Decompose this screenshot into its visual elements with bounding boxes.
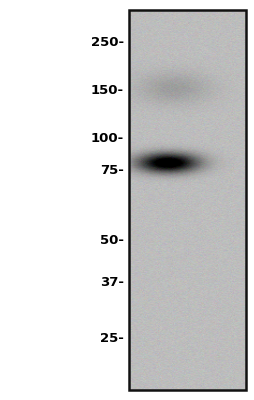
Bar	[128, 10, 245, 390]
Text: 250-: 250-	[90, 36, 123, 48]
Text: 25-: 25-	[99, 332, 123, 344]
Text: 37-: 37-	[99, 276, 123, 288]
Text: 75-: 75-	[99, 164, 123, 176]
Text: 150-: 150-	[90, 84, 123, 96]
Text: 50-: 50-	[99, 234, 123, 246]
Text: 100-: 100-	[90, 132, 123, 144]
